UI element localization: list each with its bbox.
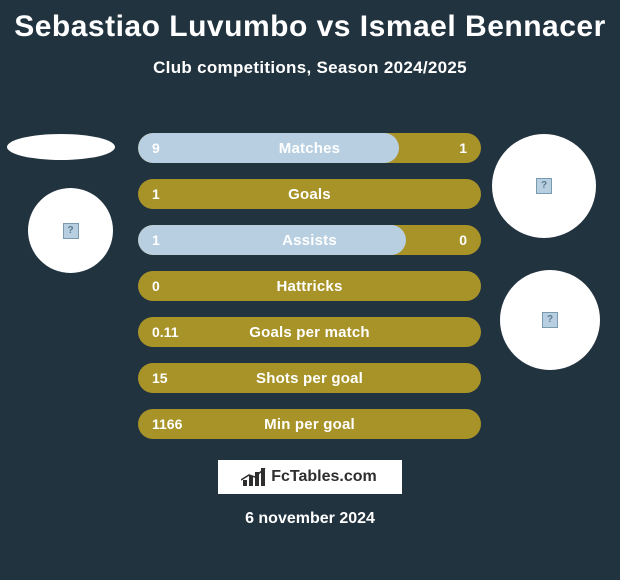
bar-label: Goals per match [138, 324, 481, 341]
decorative-ellipse [7, 134, 115, 160]
site-logo-text: FcTables.com [271, 468, 377, 486]
team-right-logo [500, 270, 600, 370]
bar-label: Hattricks [138, 278, 481, 295]
bar-left-value: 1166 [152, 416, 182, 432]
bar-row: 1166 Min per goal [138, 409, 481, 439]
bar-left-value: 1 [152, 186, 160, 202]
bar-row: 15 Shots per goal [138, 363, 481, 393]
bar-label: Matches [138, 140, 481, 157]
bar-left-value: 0.11 [152, 324, 178, 340]
site-logo: FcTables.com [218, 460, 402, 494]
bar-row: 9 Matches 1 [138, 133, 481, 163]
player-right-avatar [492, 134, 596, 238]
page-title: Sebastiao Luvumbo vs Ismael Bennacer [0, 10, 620, 44]
bar-left-value: 1 [152, 232, 160, 248]
placeholder-image-icon [63, 223, 79, 239]
bar-row: 0.11 Goals per match [138, 317, 481, 347]
bar-right-value: 0 [459, 232, 467, 248]
page-subtitle: Club competitions, Season 2024/2025 [0, 58, 620, 78]
bar-label: Shots per goal [138, 370, 481, 387]
bar-label: Min per goal [138, 416, 481, 433]
bar-row: 0 Hattricks [138, 271, 481, 301]
player-left-avatar [28, 188, 113, 273]
bar-row: 1 Assists 0 [138, 225, 481, 255]
bar-left-value: 9 [152, 140, 160, 156]
bar-label: Assists [138, 232, 481, 249]
date-label: 6 november 2024 [0, 510, 620, 528]
bar-right-value: 1 [459, 140, 467, 156]
bar-chart-icon [243, 468, 265, 486]
placeholder-image-icon [542, 312, 558, 328]
bar-label: Goals [138, 186, 481, 203]
comparison-bars: 9 Matches 1 1 Goals 1 Assists 0 0 Hattri… [138, 133, 481, 455]
bar-row: 1 Goals [138, 179, 481, 209]
placeholder-image-icon [536, 178, 552, 194]
bar-left-value: 0 [152, 278, 160, 294]
bar-left-value: 15 [152, 370, 168, 386]
